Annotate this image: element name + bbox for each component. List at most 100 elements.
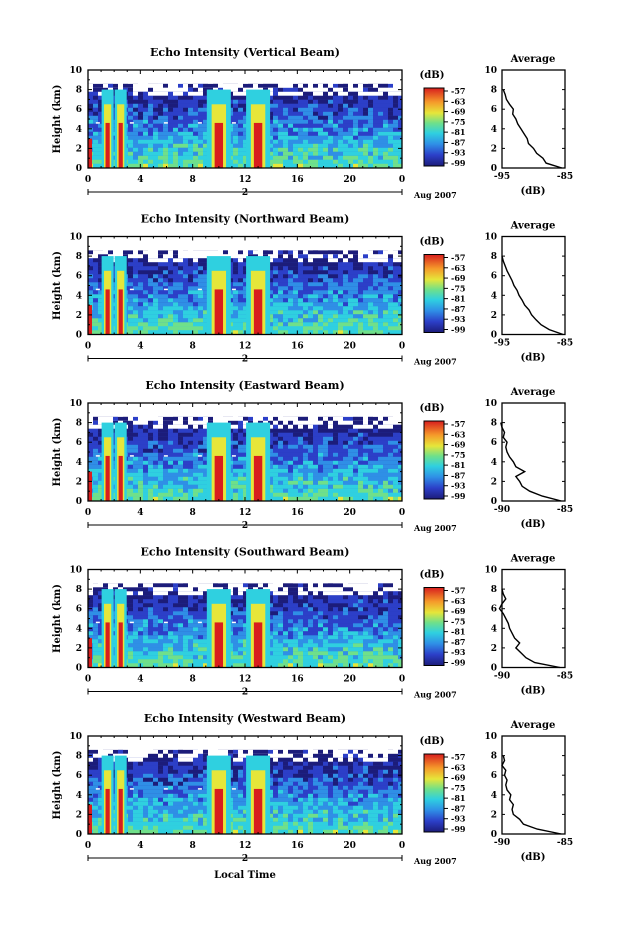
heatmap-cell <box>363 83 368 88</box>
heatmap-cell <box>353 294 358 299</box>
heatmap-cell <box>313 115 318 120</box>
heatmap-cell <box>188 294 193 299</box>
heatmap-cell <box>293 472 298 477</box>
heatmap-cell <box>98 83 103 88</box>
heatmap-cell <box>93 254 98 259</box>
heatmap-cell <box>238 492 243 497</box>
x-tick-label: 8 <box>190 175 196 185</box>
heatmap-cell <box>163 310 168 315</box>
heatmap-cell <box>308 306 313 311</box>
heatmap-cell <box>168 436 173 441</box>
heatmap-cell <box>328 95 333 100</box>
heatmap-cell <box>233 99 238 104</box>
heatmap-cell <box>378 95 383 100</box>
heatmap-cell <box>353 452 358 457</box>
heatmap-cell <box>188 298 193 303</box>
convective-peak <box>253 455 263 501</box>
heatmap-cell <box>278 452 283 457</box>
heatmap-cell <box>383 250 388 255</box>
heatmap-cell <box>303 290 308 295</box>
heatmap-cell <box>178 131 183 136</box>
heatmap-cell <box>243 416 248 421</box>
heatmap-cell <box>273 107 278 112</box>
x-tick-label: 0 <box>85 342 91 352</box>
heatmap-cell <box>338 107 343 112</box>
heatmap-cell <box>313 131 318 136</box>
heatmap-cell <box>243 440 248 445</box>
heatmap-cell <box>388 163 393 168</box>
heatmap-cell <box>203 115 208 120</box>
heatmap-cell <box>278 123 283 128</box>
heatmap-cell <box>128 151 133 156</box>
heatmap-cell <box>188 484 193 489</box>
heatmap-cell <box>293 460 298 465</box>
heatmap-cell <box>363 119 368 124</box>
heatmap-cell <box>128 159 133 164</box>
heatmap-cell <box>288 460 293 465</box>
heatmap-cell <box>273 302 278 307</box>
heatmap-cell <box>303 472 308 477</box>
heatmap-cell <box>268 115 273 120</box>
heatmap-cell <box>278 111 283 116</box>
heatmap-cell <box>158 330 163 335</box>
heatmap-cell <box>323 131 328 136</box>
heatmap-cell <box>168 298 173 303</box>
heatmap-cell <box>298 444 303 449</box>
heatmap <box>88 236 402 335</box>
heatmap-cell <box>98 436 103 441</box>
heatmap-cell <box>358 302 363 307</box>
heatmap-cell <box>338 476 343 481</box>
heatmap-cell <box>143 322 148 327</box>
heatmap-cell <box>398 95 402 100</box>
heatmap-cell <box>313 155 318 160</box>
heatmap-cell <box>278 480 283 485</box>
heatmap-cell <box>188 456 193 461</box>
heatmap-cell <box>278 448 283 453</box>
heatmap-cell <box>133 83 138 88</box>
heatmap-cell <box>273 95 278 100</box>
heatmap-cell <box>243 444 248 449</box>
heatmap-cell <box>298 294 303 299</box>
heatmap-cell <box>233 420 238 425</box>
heatmap-cell <box>198 103 203 108</box>
heatmap-cell <box>238 452 243 457</box>
heatmap-cell <box>378 310 383 315</box>
heatmap-cell <box>278 155 283 160</box>
heatmap-cell <box>98 270 103 275</box>
heatmap-cell <box>238 432 243 437</box>
heatmap-cell <box>183 266 188 271</box>
heatmap-cell <box>353 314 358 319</box>
heatmap-cell <box>343 282 348 287</box>
heatmap-cell <box>173 440 178 445</box>
heatmap-cell <box>133 476 138 481</box>
heatmap-cell <box>153 480 158 485</box>
average-y-tick-label: 10 <box>484 399 497 409</box>
heatmap-cell <box>308 326 313 331</box>
heatmap-cell <box>93 647 98 652</box>
heatmap-cell <box>88 464 93 469</box>
heatmap-cell <box>243 254 248 259</box>
heatmap-cell <box>278 258 283 263</box>
heatmap-cell <box>148 163 153 168</box>
heatmap-cell <box>143 127 148 132</box>
heatmap-cell <box>198 492 203 497</box>
heatmap-cell <box>128 95 133 100</box>
heatmap-cell <box>203 91 208 96</box>
heatmap-cell <box>313 484 318 489</box>
heatmap-cell <box>143 87 148 92</box>
heatmap-cell <box>383 87 388 92</box>
heatmap-cell <box>113 583 118 588</box>
heatmap-cell <box>203 83 208 88</box>
heatmap-cell <box>293 274 298 279</box>
heatmap-cell <box>328 163 333 168</box>
heatmap-cell <box>143 119 148 124</box>
heatmap-cell <box>93 314 98 319</box>
heatmap-cell <box>298 274 303 279</box>
heatmap-cell <box>298 278 303 283</box>
heatmap-cell <box>93 266 98 271</box>
heatmap-cell <box>228 416 233 421</box>
heatmap-cell <box>93 258 98 263</box>
heatmap-cell <box>173 460 178 465</box>
heatmap-cell <box>153 115 158 120</box>
heatmap-cell <box>198 448 203 453</box>
